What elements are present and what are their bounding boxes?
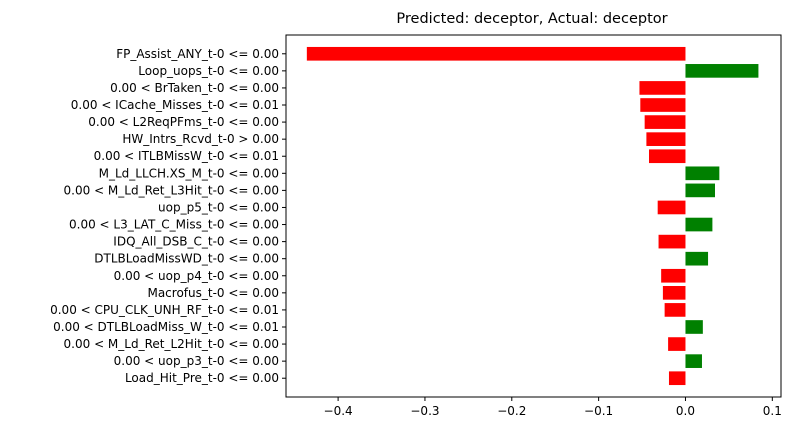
- y-axis-ticks: FP_Assist_ANY_t-0 <= 0.00 Loop_uops_t-0 <…: [50, 47, 286, 385]
- x-tick-label: 0.0: [676, 404, 695, 418]
- bar-11: [658, 234, 686, 249]
- bar-16: [685, 320, 703, 334]
- bar-2: [639, 81, 686, 95]
- bar-19: [668, 371, 686, 386]
- bar-8: [685, 183, 715, 198]
- x-tick-label: 0.1: [763, 404, 782, 418]
- plot-frame: [285, 34, 782, 398]
- y-tick-label: 0.00 < L2ReqPFms_t-0 <= 0.00: [88, 115, 279, 129]
- bar-12: [685, 251, 709, 266]
- y-tick-label: 0.00 < DTLBLoadMiss_W_t-0 <= 0.01: [53, 320, 279, 334]
- y-tick-label: FP_Assist_ANY_t-0 <= 0.00: [116, 47, 279, 61]
- y-tick-label: M_Ld_LLCH.XS_M_t-0 <= 0.00: [99, 166, 279, 180]
- bar-9: [657, 200, 686, 215]
- y-tick-label: Macrofus_t-0 <= 0.00: [147, 286, 279, 300]
- chart-title: Predicted: deceptor, Actual: deceptor: [396, 11, 667, 27]
- bar-18: [685, 354, 702, 368]
- y-tick-label: 0.00 < uop_p3_t-0 <= 0.00: [114, 354, 279, 368]
- x-tick-label: −0.2: [497, 404, 526, 418]
- y-tick-label: uop_p5_t-0 <= 0.00: [158, 200, 279, 214]
- bars-group: [306, 46, 759, 386]
- y-tick-label: 0.00 < L3_LAT_C_Miss_t-0 <= 0.00: [69, 218, 279, 232]
- bar-13: [661, 268, 686, 283]
- bar-4: [644, 115, 686, 129]
- y-tick-label: 0.00 < ITLBMissW_t-0 <= 0.01: [94, 149, 279, 163]
- y-tick-label: IDQ_All_DSB_C_t-0 <= 0.00: [113, 235, 279, 249]
- y-tick-label: DTLBLoadMissWD_t-0 <= 0.00: [94, 252, 279, 266]
- bar-1: [685, 64, 759, 78]
- bar-0: [306, 46, 686, 61]
- y-tick-label: 0.00 < M_Ld_Ret_L3Hit_t-0 <= 0.00: [64, 183, 279, 197]
- bar-7: [685, 166, 720, 181]
- y-tick-label: Loop_uops_t-0 <= 0.00: [138, 64, 279, 78]
- bar-10: [685, 217, 713, 232]
- y-tick-label: 0.00 < M_Ld_Ret_L2Hit_t-0 <= 0.00: [64, 337, 279, 351]
- y-tick-label: 0.00 < uop_p4_t-0 <= 0.00: [114, 269, 279, 283]
- bar-14: [662, 286, 686, 300]
- x-tick-label: −0.3: [410, 404, 439, 418]
- y-tick-label: Load_Hit_Pre_t-0 <= 0.00: [125, 371, 279, 385]
- bar-5: [646, 132, 686, 146]
- bar-15: [664, 303, 686, 317]
- y-tick-label: 0.00 < CPU_CLK_UNH_RF_t-0 <= 0.01: [50, 303, 279, 317]
- x-tick-label: −0.1: [584, 404, 613, 418]
- x-axis-ticks: −0.4 −0.3 −0.2 −0.1 0.0 0.1: [324, 397, 782, 418]
- bar-6: [649, 149, 686, 164]
- x-tick-label: −0.4: [324, 404, 353, 418]
- y-tick-label: 0.00 < ICache_Misses_t-0 <= 0.01: [71, 98, 279, 112]
- y-tick-label: HW_Intrs_Rcvd_t-0 > 0.00: [122, 132, 279, 146]
- y-tick-label: 0.00 < BrTaken_t-0 <= 0.00: [110, 81, 279, 95]
- bar-17: [668, 337, 686, 351]
- bar-3: [640, 98, 686, 112]
